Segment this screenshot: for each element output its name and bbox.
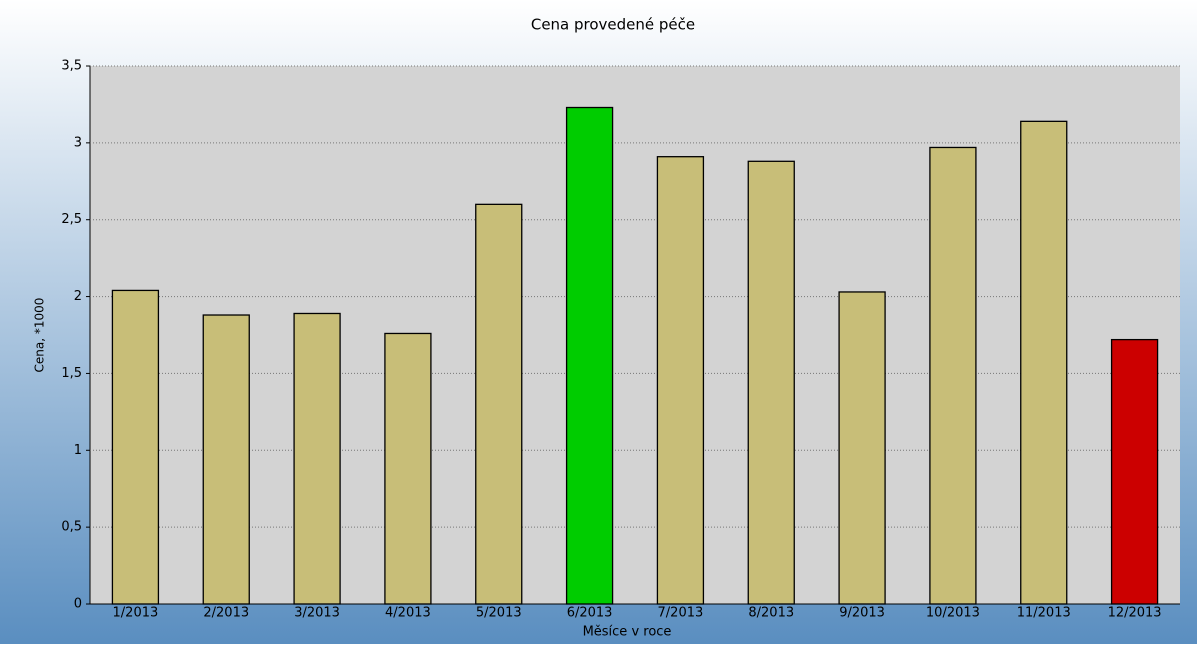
plot-area — [90, 66, 1180, 604]
y-tick-label: 2,5 — [61, 212, 82, 227]
x-axis-label: Měsíce v roce — [583, 625, 672, 640]
y-tick-label: 0,5 — [61, 520, 82, 535]
x-tick-label: 10/2013 — [926, 606, 980, 621]
x-tick-label: 12/2013 — [1108, 606, 1162, 621]
bar — [475, 203, 523, 605]
x-tick-label: 11/2013 — [1017, 606, 1071, 621]
bar — [1110, 338, 1159, 605]
bar — [384, 332, 432, 605]
x-tick-label: 5/2013 — [476, 606, 522, 621]
x-tick-label: 3/2013 — [294, 606, 340, 621]
bar — [565, 106, 614, 605]
y-tick-label: 1,5 — [61, 366, 82, 381]
x-tick-label: 8/2013 — [748, 606, 794, 621]
x-tick-label: 6/2013 — [567, 606, 613, 621]
y-tick-label: 0 — [74, 597, 82, 612]
y-tick-label: 1 — [74, 443, 82, 458]
y-tick-label: 2 — [74, 289, 82, 304]
x-tick-label: 7/2013 — [658, 606, 704, 621]
bar — [1020, 120, 1068, 605]
x-tick-label: 9/2013 — [839, 606, 885, 621]
bar — [747, 160, 795, 605]
x-tick-label: 1/2013 — [113, 606, 159, 621]
bar — [111, 289, 160, 605]
x-tick-label: 4/2013 — [385, 606, 431, 621]
y-axis-label: Cena, *1000 — [33, 298, 47, 373]
x-tick-label: 2/2013 — [203, 606, 249, 621]
bar — [656, 156, 705, 605]
chart-title: Cena provedené péče — [531, 16, 695, 34]
bar — [202, 314, 250, 605]
y-tick-label: 3 — [74, 135, 82, 150]
bar — [838, 291, 886, 605]
bar — [929, 146, 977, 605]
bar — [293, 312, 341, 605]
y-tick-label: 3,5 — [61, 59, 82, 74]
